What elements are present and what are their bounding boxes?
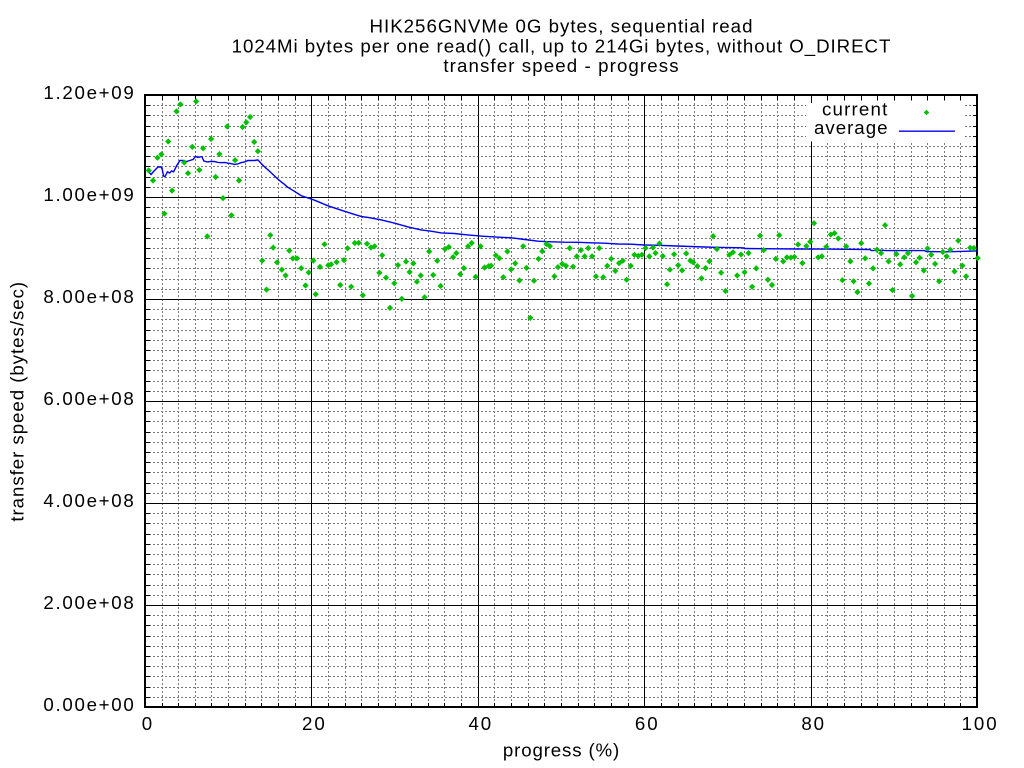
svg-text:40: 40 [468,713,493,734]
svg-text:20: 20 [302,713,327,734]
svg-text:8.00e+08: 8.00e+08 [43,286,135,307]
svg-text:6.00e+08: 6.00e+08 [43,388,135,409]
svg-text:60: 60 [635,713,660,734]
svg-text:0: 0 [142,713,154,734]
svg-text:current: current [822,99,889,120]
svg-text:transfer speed (bytes/sec): transfer speed (bytes/sec) [6,281,27,522]
svg-text:average: average [814,117,889,138]
svg-text:0.00e+00: 0.00e+00 [43,694,135,715]
svg-text:1.00e+09: 1.00e+09 [43,184,135,205]
svg-text:transfer speed - progress: transfer speed - progress [443,55,679,76]
svg-text:4.00e+08: 4.00e+08 [43,490,135,511]
svg-text:100: 100 [962,713,999,734]
svg-text:1024Mi bytes per one read() ca: 1024Mi bytes per one read() call, up to … [232,35,892,57]
svg-text:progress (%): progress (%) [503,740,620,761]
svg-text:HIK256GNVMe 0G bytes, sequenti: HIK256GNVMe 0G bytes, sequential read [370,16,754,37]
svg-text:80: 80 [801,713,826,734]
svg-text:2.00e+08: 2.00e+08 [43,592,135,613]
svg-text:1.20e+09: 1.20e+09 [43,82,135,103]
